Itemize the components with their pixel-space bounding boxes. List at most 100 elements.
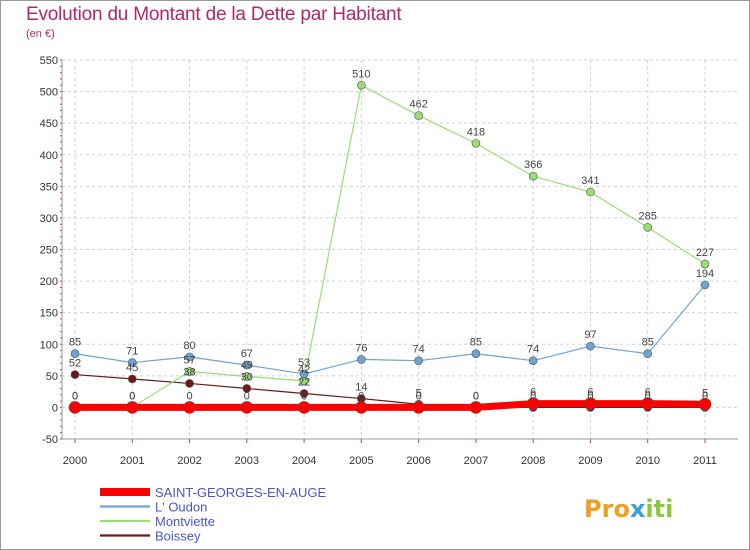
- data-label: 85: [642, 337, 654, 349]
- proxiti-logo: Proxiti: [584, 495, 673, 523]
- data-label: 6: [645, 387, 651, 399]
- data-label: 97: [584, 329, 596, 341]
- data-label: 57: [183, 354, 195, 366]
- data-label: 52: [69, 358, 81, 370]
- data-point: [526, 397, 540, 410]
- data-point: [357, 355, 366, 364]
- y-tick-label: 400: [40, 150, 58, 162]
- data-point: [242, 360, 252, 370]
- logo-letter: r: [602, 495, 614, 523]
- data-label: 0: [530, 390, 536, 402]
- logo-letter: i: [645, 495, 653, 523]
- data-point: [127, 358, 137, 367]
- data-label: 5: [416, 387, 422, 399]
- data-point: [643, 223, 653, 232]
- x-tick-label: 2005: [349, 455, 373, 467]
- x-tick-label: 2003: [235, 455, 259, 467]
- logo-letter: x: [630, 495, 646, 523]
- x-tick-label: 2011: [693, 455, 717, 467]
- data-label: 76: [355, 342, 367, 354]
- data-label: 0: [129, 390, 135, 402]
- x-tick-label: 2004: [292, 455, 316, 467]
- series-lines: [68, 80, 712, 414]
- data-label: 38: [183, 366, 195, 378]
- data-point: [125, 401, 139, 414]
- data-point: [414, 111, 423, 120]
- data-label: 0: [186, 390, 192, 402]
- data-label: 85: [470, 337, 482, 349]
- x-tick-label: 2007: [464, 455, 488, 467]
- data-label: 74: [527, 344, 539, 356]
- data-point: [357, 80, 366, 90]
- y-tick-label: 300: [40, 213, 58, 225]
- data-point: [414, 356, 423, 365]
- data-label: 49: [241, 359, 253, 371]
- logo-letter: P: [584, 495, 602, 523]
- logo-letter: i: [665, 495, 673, 523]
- data-point: [185, 352, 194, 362]
- data-label: 285: [639, 210, 657, 222]
- data-label: 0: [416, 390, 422, 402]
- data-label: 6: [530, 387, 536, 399]
- data-label: 418: [467, 126, 485, 138]
- data-label: 74: [413, 344, 425, 356]
- data-label: 462: [409, 99, 427, 111]
- data-point: [641, 397, 655, 410]
- data-label: 30: [241, 371, 253, 383]
- grid: [62, 59, 738, 440]
- x-tick-label: 2000: [63, 455, 87, 467]
- data-point: [700, 280, 710, 290]
- y-tick-label: 200: [40, 276, 58, 288]
- data-label: 0: [301, 390, 307, 402]
- data-point: [469, 401, 483, 414]
- series-line: [74, 373, 706, 409]
- data-point: [355, 401, 368, 414]
- data-label: 0: [645, 390, 651, 402]
- data-label: 510: [352, 68, 370, 80]
- data-point: [299, 389, 309, 398]
- data-label: 0: [473, 390, 479, 402]
- x-tick-label: 2001: [120, 455, 144, 467]
- data-point: [412, 401, 425, 414]
- series-line: [74, 84, 706, 409]
- axes: -500501001502002503003504004505005502000…: [40, 55, 738, 467]
- data-label: 0: [587, 390, 593, 402]
- data-point: [68, 401, 82, 414]
- data-label: 0: [72, 390, 78, 402]
- x-tick-label: 2010: [635, 455, 659, 467]
- data-point: [299, 369, 309, 379]
- data-point: [586, 187, 595, 197]
- y-tick-label: 450: [40, 118, 58, 130]
- data-label: 5: [702, 387, 708, 399]
- data-label: 366: [524, 159, 542, 171]
- data-point: [471, 349, 481, 359]
- legend-label: Boissey: [155, 529, 201, 544]
- data-label: 80: [183, 340, 195, 352]
- logo-letter: o: [613, 495, 630, 523]
- data-label: 0: [129, 390, 135, 402]
- data-point: [240, 401, 254, 414]
- series-line: [74, 284, 706, 375]
- data-label: 194: [696, 268, 714, 280]
- series-line: [71, 400, 709, 411]
- data-label: 45: [126, 362, 138, 374]
- y-tick-label: 100: [40, 339, 58, 351]
- data-point: [70, 370, 80, 379]
- data-point: [127, 374, 137, 384]
- logo-text: Proxiti: [584, 495, 673, 523]
- data-label: 67: [241, 348, 253, 360]
- legend-label: L' Oudon: [155, 500, 207, 515]
- data-label: 0: [72, 390, 78, 402]
- data-label: 14: [355, 382, 367, 394]
- y-tick-label: 150: [40, 308, 58, 320]
- data-point: [528, 356, 538, 365]
- chart-subtitle: (en €): [26, 28, 55, 40]
- data-label: 341: [581, 175, 599, 187]
- data-label: 0: [473, 390, 479, 402]
- data-point: [700, 259, 710, 269]
- data-point: [471, 139, 481, 148]
- legend-label: Montviette: [155, 514, 215, 529]
- x-tick-label: 2008: [521, 455, 545, 467]
